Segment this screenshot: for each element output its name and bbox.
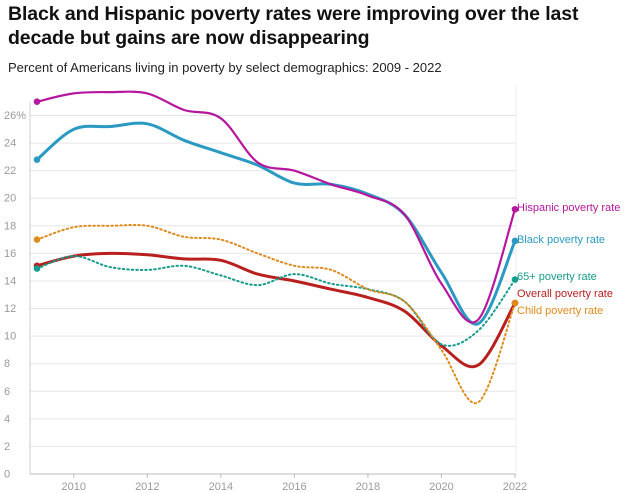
y-tick-label: 0	[4, 469, 10, 481]
black-poverty-rate-end-point	[511, 237, 519, 245]
gridlines	[30, 85, 517, 475]
y-tick-label: 10	[4, 331, 16, 343]
y-tick-label: 12	[4, 303, 16, 315]
chart-title: Black and Hispanic poverty rates were im…	[8, 3, 579, 49]
y-tick-label: 18	[4, 220, 16, 232]
y-tick-label: 16	[4, 248, 16, 260]
y-tick-label: 20	[4, 193, 16, 205]
child-poverty-rate-end-point	[511, 299, 519, 307]
y-tick-label: 22	[4, 165, 16, 177]
overall-poverty-rate-label: Overall poverty rate	[517, 288, 613, 300]
y-tick-label: 24	[4, 138, 16, 150]
65-poverty-rate-end-point	[511, 276, 519, 283]
65-poverty-rate-start-point	[33, 265, 41, 272]
y-tick-label: 6	[4, 386, 10, 398]
x-tick-label: 2016	[282, 481, 306, 493]
y-tick-label: 14	[4, 275, 16, 287]
child-poverty-rate-start-point	[33, 236, 41, 243]
series-labels: Overall poverty rate Black poverty rate 65…	[517, 202, 620, 317]
x-tick-label: 2022	[503, 481, 527, 493]
chart-subtitle: Percent of Americans living in poverty b…	[8, 60, 442, 75]
child-poverty-rate-line	[36, 223, 516, 405]
hispanic-poverty-rate-line	[35, 90, 517, 324]
black-poverty-rate-label: Black poverty rate	[517, 234, 605, 246]
x-tick-label: 2010	[62, 481, 86, 493]
x-tick-label: 2018	[356, 481, 380, 493]
hispanic-poverty-rate-end-point	[511, 205, 519, 213]
y-tick-label: 4	[4, 413, 10, 425]
65-poverty-rate-line	[36, 255, 516, 347]
65-poverty-rate-label: 65+ poverty rate	[517, 271, 597, 283]
x-tick-label: 2014	[209, 481, 233, 493]
hispanic-poverty-rate-label: Hispanic poverty rate	[517, 202, 620, 214]
series-lines	[33, 90, 519, 405]
x-tick-label: 2012	[135, 481, 159, 493]
overall-poverty-rate-line	[35, 251, 517, 369]
black-poverty-rate-start-point	[33, 156, 41, 163]
child-poverty-rate-label: Child poverty rate	[517, 305, 603, 317]
hispanic-poverty-rate-start-point	[33, 98, 41, 106]
x-tick-label: 2020	[429, 481, 453, 493]
y-tick-label: 2	[4, 441, 10, 453]
black-poverty-rate-line	[35, 121, 517, 326]
y-tick-label: 26%	[4, 110, 26, 122]
y-tick-label: 8	[4, 358, 10, 370]
